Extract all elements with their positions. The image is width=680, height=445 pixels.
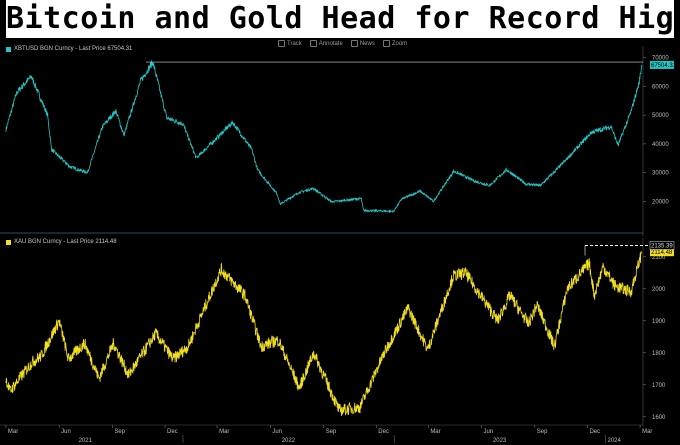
track-label: Track <box>287 40 302 47</box>
news-button[interactable]: News <box>350 40 375 47</box>
zoom-button[interactable]: Zoom <box>382 40 408 47</box>
btc-ytick-label: 60000 <box>652 84 669 90</box>
x-tick-label: Jun <box>272 429 282 435</box>
headline: Bitcoin and Gold Head for Record Highs <box>6 0 674 38</box>
x-tick-label: Mar <box>430 429 440 435</box>
zoom-label: Zoom <box>391 40 408 47</box>
btc-ytick-label: 40000 <box>652 142 669 148</box>
year-label: 2024 <box>607 438 621 444</box>
x-tick-label: Mar <box>219 429 229 435</box>
x-tick-label: Sep <box>114 429 125 435</box>
gold-last-price-tag <box>650 248 674 257</box>
x-tick-label: Sep <box>537 429 548 435</box>
year-label: 2021 <box>79 438 93 444</box>
gold-legend[interactable]: XAU BGN Curncy - Last Price 2114.48 <box>6 239 117 245</box>
gold-price-line <box>5 251 643 417</box>
gold-swatch-icon <box>6 239 11 245</box>
btc-ytick-label: 20000 <box>652 199 669 205</box>
gold-ytick-label: 1700 <box>652 383 666 389</box>
gold-max-tag <box>649 241 675 250</box>
chart-toolbar: Track Annotate News Zoom <box>278 40 407 47</box>
gold-ytick-label: 2100 <box>652 255 666 261</box>
x-tick-label: Mar <box>642 429 652 435</box>
gold-ytick-label: 1900 <box>652 319 666 325</box>
annotate-label: Annotate <box>318 40 343 47</box>
btc-legend-text: XBTUSD BGN Curncy - Last Price 67504.31 <box>14 46 133 52</box>
btc-ytick-label: 30000 <box>652 171 669 177</box>
btc-last-price-tag <box>650 60 674 69</box>
news-icon <box>350 40 358 47</box>
gold-last-price-text: 2114.48 <box>651 250 673 256</box>
annotate-icon <box>309 40 317 47</box>
x-tick-label: Dec <box>378 429 389 435</box>
btc-swatch-icon <box>6 46 11 52</box>
x-tick-label: Dec <box>167 429 178 435</box>
x-tick-label: Mar <box>8 429 18 435</box>
gold-max-text: 2135.39 <box>651 243 673 249</box>
x-tick-label: Jun <box>61 429 71 435</box>
btc-price-line <box>5 60 643 214</box>
news-label: News <box>359 40 375 47</box>
track-button[interactable]: Track <box>278 40 302 47</box>
btc-ytick-label: 50000 <box>652 113 669 119</box>
btc-ytick-label: 70000 <box>652 56 669 62</box>
zoom-icon <box>382 40 390 47</box>
gold-ytick-label: 1800 <box>652 351 666 357</box>
btc-legend[interactable]: XBTUSD BGN Curncy - Last Price 67504.31 <box>6 46 132 52</box>
year-label: 2022 <box>282 438 296 444</box>
annotate-button[interactable]: Annotate <box>309 40 343 47</box>
btc-last-price-text: 67504.31 <box>651 63 677 69</box>
x-tick-label: Dec <box>589 429 600 435</box>
track-icon <box>278 40 285 47</box>
gold-ytick-label: 2000 <box>652 287 666 293</box>
x-tick-label: Jun <box>484 429 494 435</box>
gold-legend-text: XAU BGN Curncy - Last Price 2114.48 <box>14 239 117 245</box>
year-label: 2023 <box>493 438 507 444</box>
gold-ytick-label: 1600 <box>652 415 666 421</box>
x-tick-label: Sep <box>326 429 337 435</box>
